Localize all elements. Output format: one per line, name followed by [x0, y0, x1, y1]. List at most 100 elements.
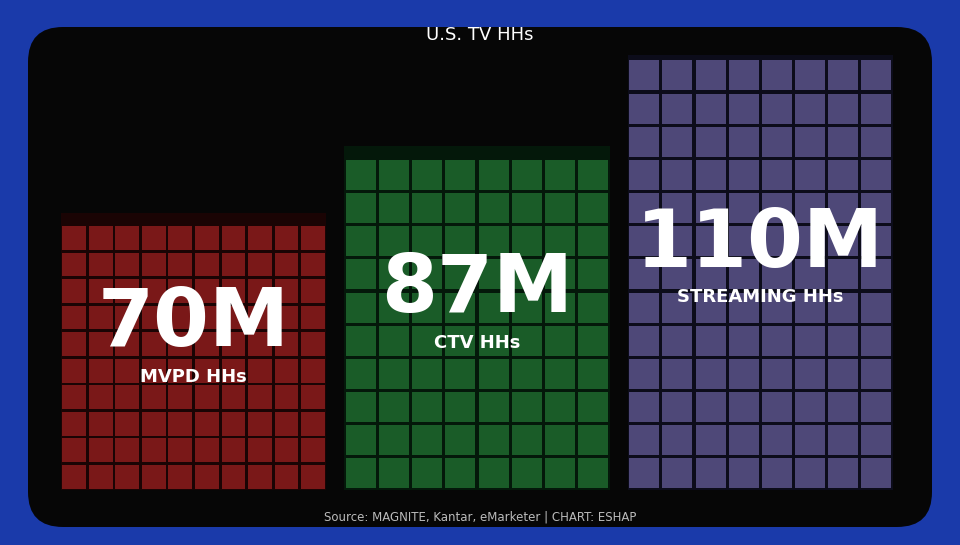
Bar — [346, 160, 376, 190]
Bar — [346, 293, 376, 323]
Bar — [795, 392, 825, 422]
Bar — [545, 425, 575, 455]
Text: MVPD HHs: MVPD HHs — [140, 367, 247, 386]
Bar — [479, 425, 509, 455]
Bar — [628, 55, 893, 490]
Bar — [729, 359, 758, 389]
Bar — [630, 94, 660, 124]
Bar — [696, 60, 726, 90]
Bar — [275, 306, 299, 330]
Bar — [115, 279, 139, 303]
Text: 87M: 87M — [381, 251, 573, 329]
Bar — [62, 359, 86, 383]
Bar — [115, 359, 139, 383]
Bar — [861, 160, 891, 190]
Bar — [379, 326, 409, 356]
Bar — [62, 332, 86, 356]
Bar — [142, 411, 166, 435]
Bar — [662, 293, 692, 323]
Bar — [222, 465, 246, 489]
Bar — [275, 411, 299, 435]
Bar — [861, 226, 891, 256]
Bar — [445, 458, 475, 488]
Bar — [512, 458, 541, 488]
Bar — [512, 226, 541, 256]
Bar — [795, 359, 825, 389]
Bar — [479, 392, 509, 422]
Bar — [578, 392, 608, 422]
Bar — [222, 332, 246, 356]
Bar — [729, 392, 758, 422]
Bar — [89, 359, 112, 383]
Bar — [828, 259, 858, 289]
Bar — [828, 193, 858, 223]
Bar — [195, 385, 219, 409]
Bar — [168, 306, 192, 330]
Bar — [512, 425, 541, 455]
Text: U.S. TV HHs: U.S. TV HHs — [426, 26, 534, 44]
Bar — [379, 259, 409, 289]
Bar — [696, 326, 726, 356]
Bar — [346, 425, 376, 455]
Bar — [828, 94, 858, 124]
Bar — [479, 259, 509, 289]
Bar — [479, 226, 509, 256]
Bar — [115, 411, 139, 435]
Bar — [729, 160, 758, 190]
Bar — [195, 226, 219, 250]
Bar — [115, 306, 139, 330]
Bar — [545, 359, 575, 389]
Bar — [62, 465, 86, 489]
Bar — [479, 193, 509, 223]
Bar — [275, 359, 299, 383]
Bar — [512, 326, 541, 356]
Bar — [479, 160, 509, 190]
Bar — [89, 306, 112, 330]
Bar — [413, 160, 443, 190]
Bar — [168, 465, 192, 489]
Bar — [861, 127, 891, 156]
Bar — [142, 332, 166, 356]
Bar — [89, 385, 112, 409]
Bar — [413, 392, 443, 422]
Bar — [301, 332, 325, 356]
Bar — [222, 385, 246, 409]
Bar — [762, 458, 792, 488]
Bar — [301, 226, 325, 250]
Bar — [578, 193, 608, 223]
Bar — [248, 465, 272, 489]
Bar — [301, 465, 325, 489]
Bar — [275, 465, 299, 489]
Bar — [729, 425, 758, 455]
Bar — [142, 279, 166, 303]
Bar — [275, 385, 299, 409]
Bar — [301, 385, 325, 409]
Bar — [379, 226, 409, 256]
Bar — [142, 359, 166, 383]
Bar — [762, 127, 792, 156]
Bar — [275, 279, 299, 303]
Bar — [248, 359, 272, 383]
Bar — [345, 146, 610, 490]
Bar — [861, 326, 891, 356]
Bar — [222, 226, 246, 250]
Bar — [630, 458, 660, 488]
Bar — [512, 193, 541, 223]
Bar — [861, 94, 891, 124]
Bar — [861, 392, 891, 422]
Bar — [729, 193, 758, 223]
Bar — [275, 438, 299, 462]
Bar — [762, 326, 792, 356]
Bar — [795, 425, 825, 455]
Bar — [729, 326, 758, 356]
Bar — [795, 293, 825, 323]
Bar — [89, 332, 112, 356]
Bar — [115, 465, 139, 489]
Bar — [62, 306, 86, 330]
Bar — [89, 279, 112, 303]
Bar — [729, 293, 758, 323]
Bar — [578, 160, 608, 190]
Bar — [413, 425, 443, 455]
Bar — [248, 252, 272, 276]
Bar — [62, 385, 86, 409]
